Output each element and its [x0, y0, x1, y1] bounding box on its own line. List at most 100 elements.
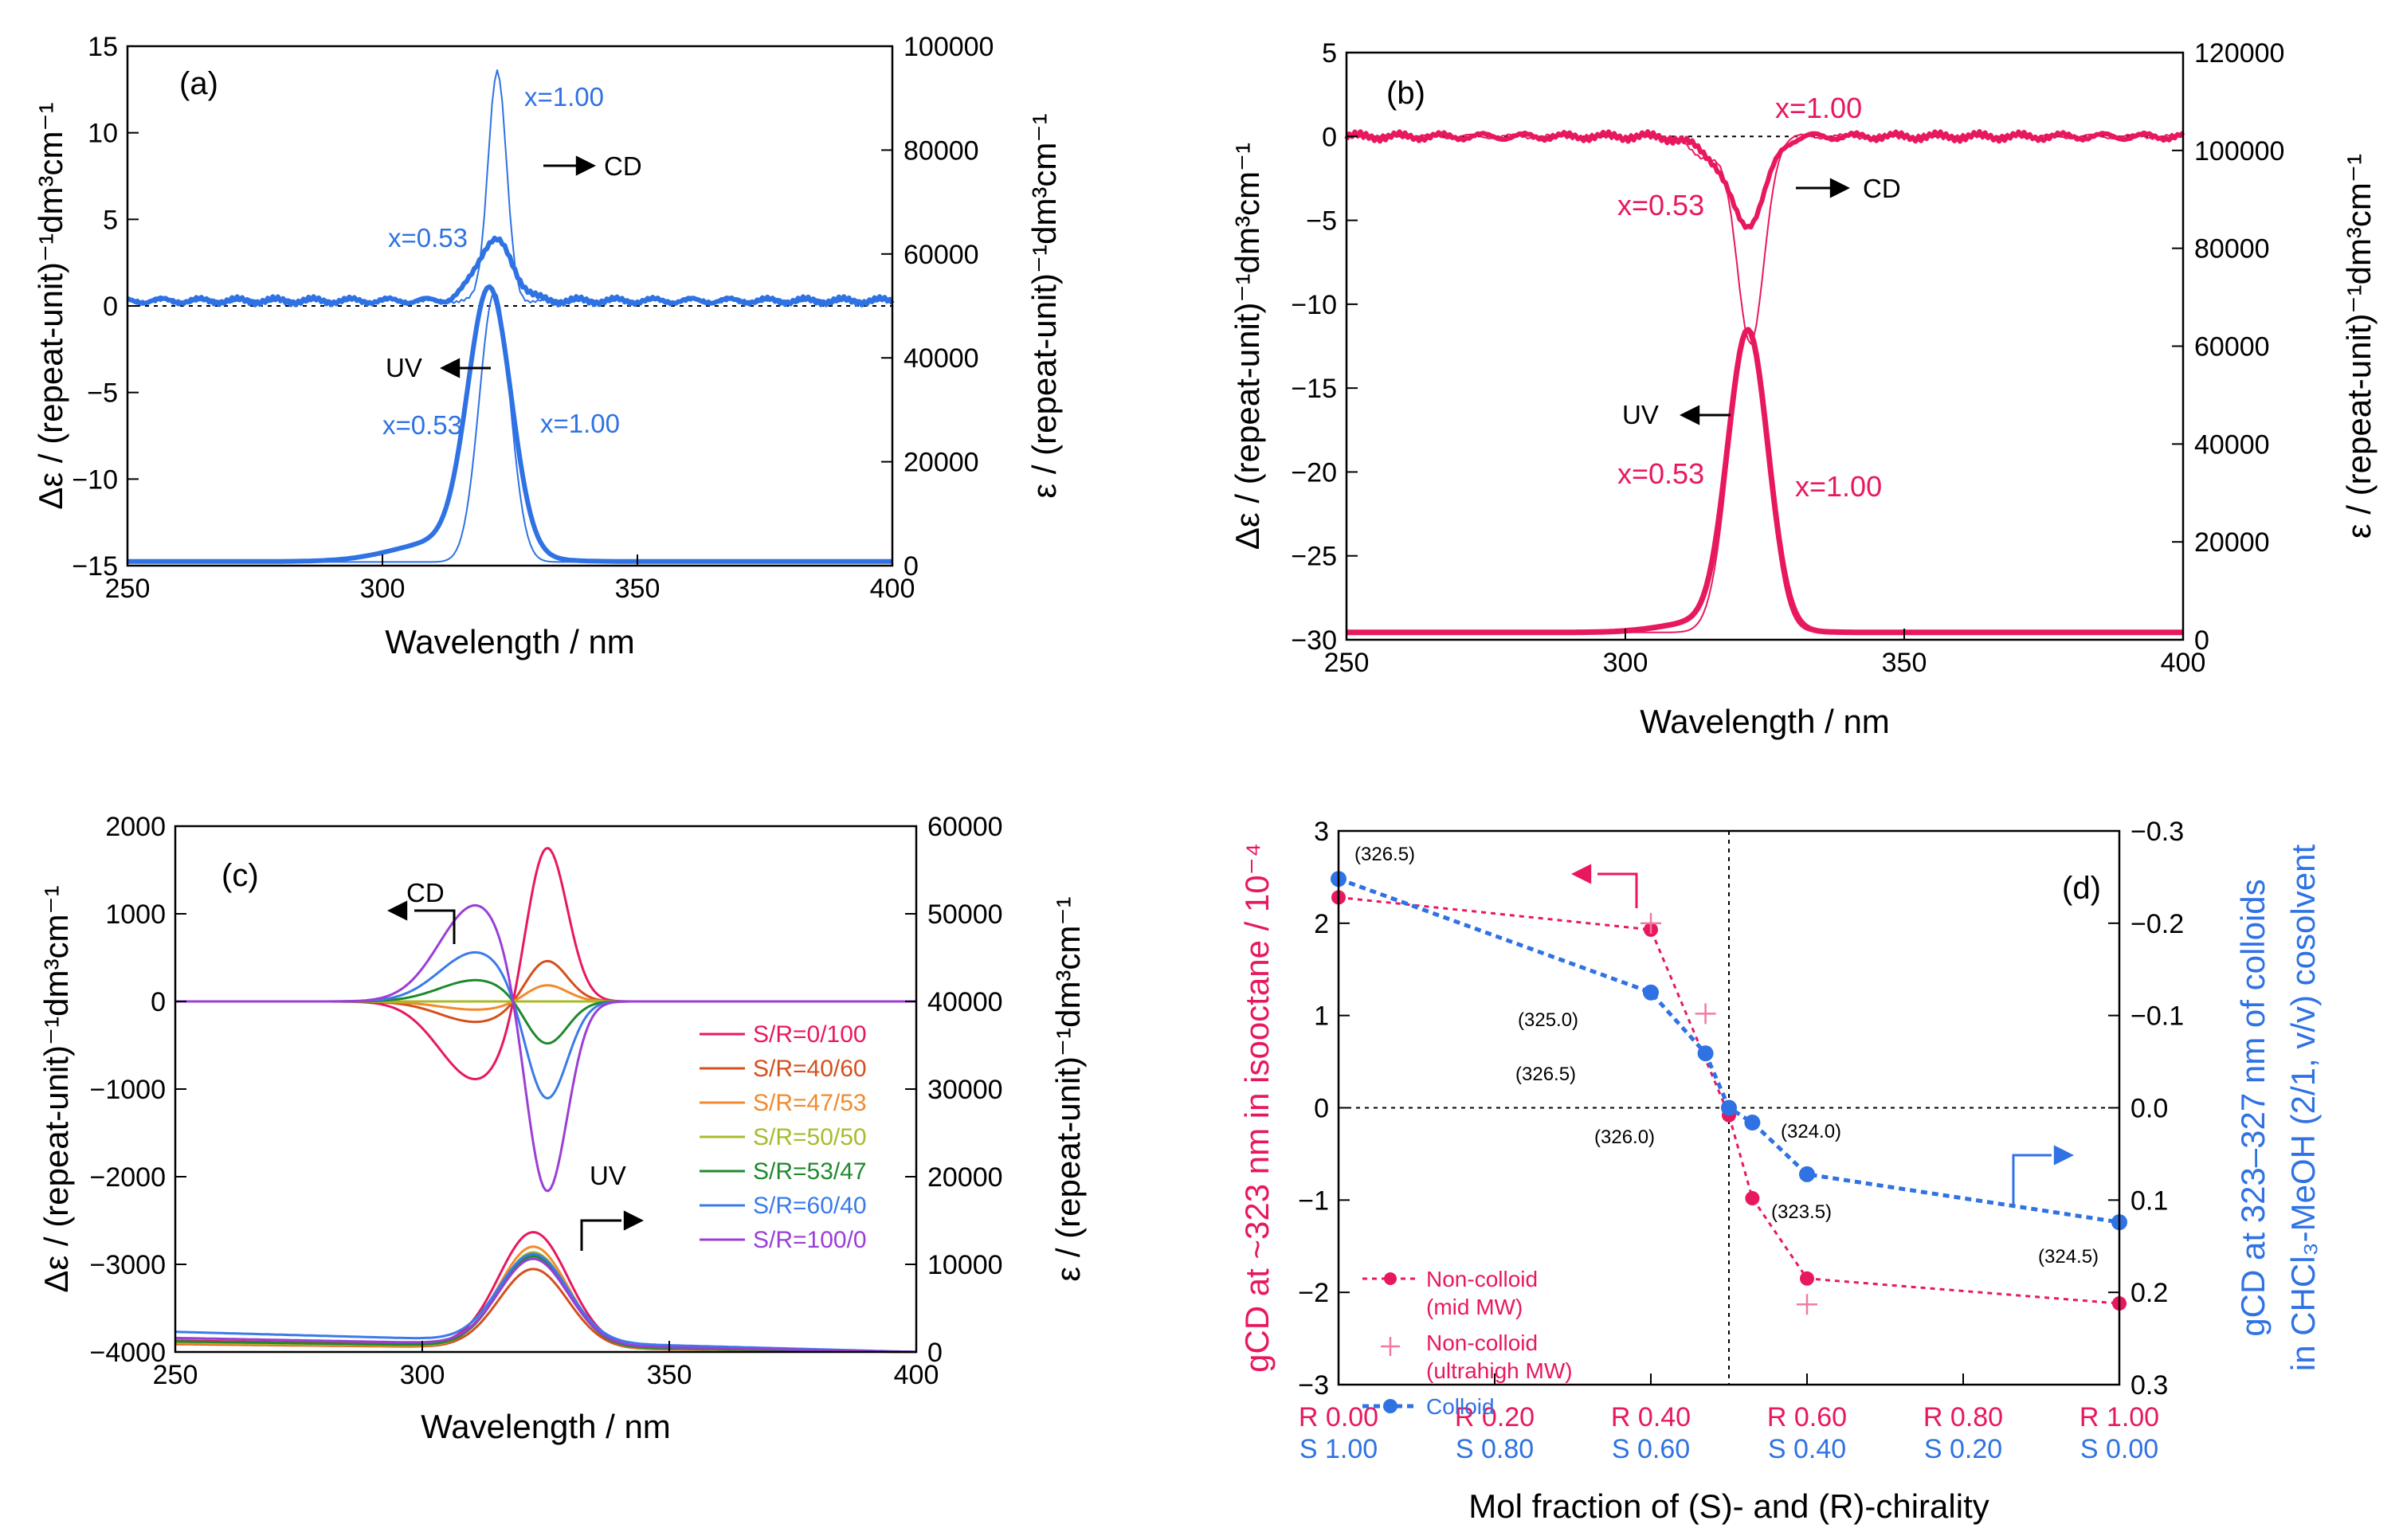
uv-series-line	[175, 1255, 916, 1354]
x-tick-label-r: R 1.00	[2080, 1402, 2159, 1432]
x-axis-label: Wavelength / nm	[1640, 703, 1890, 740]
noncolloid-arrow-shaft	[1597, 872, 1638, 908]
x-tick-label: 300	[1603, 648, 1648, 678]
y-tick-label: −2	[1298, 1278, 1329, 1308]
y2-tick-label: 0.1	[2130, 1185, 2168, 1216]
y-tick-label: −25	[1291, 542, 1337, 572]
uv-series-line	[127, 284, 892, 564]
x-tick-label-r: R 0.40	[1611, 1402, 1691, 1432]
y-axis-label: Δε / (repeat-unit)⁻¹dm³cm⁻¹	[1229, 143, 1266, 550]
uv-series-line	[1346, 328, 2183, 633]
y-tick-label: −10	[1291, 290, 1337, 320]
y-tick-label: 0	[1322, 122, 1337, 152]
noncolloid-mid-point	[1745, 1191, 1760, 1206]
cd-series-line	[175, 984, 916, 1011]
y-tick-label: 1	[1314, 1001, 1329, 1032]
legend-label: S/R=0/100	[753, 1021, 867, 1048]
annotation-cd-x053: x=0.53	[1617, 189, 1704, 221]
cd-series-line	[127, 69, 892, 304]
noncolloid-uhmw-point	[1640, 912, 1661, 934]
x-axis-label: Mol fraction of (S)- and (R)-chirality	[1468, 1487, 1989, 1525]
y2-tick-label: 40000	[927, 987, 1003, 1017]
y-tick-label: −15	[1291, 374, 1337, 404]
y2-tick-label: 60000	[927, 812, 1003, 842]
annotation-uv-x100: x=1.00	[540, 409, 620, 438]
y2-tick-label: 60000	[2194, 332, 2270, 362]
x-tick-label: 400	[894, 1360, 939, 1390]
y2-tick-label: 0.0	[2130, 1094, 2168, 1124]
y-tick-label: 2	[1314, 909, 1329, 939]
y2-tick-label: 60000	[904, 240, 979, 270]
y2-tick-label: 80000	[2194, 234, 2270, 265]
annotation-uv-x053: x=0.53	[1617, 457, 1704, 490]
legend-label: S/R=53/47	[753, 1158, 867, 1185]
y2-axis-label-line2: in CHCl₃-MeOH (2/1, v/v) cosolvent	[2284, 844, 2322, 1372]
annotation-cd-x100: x=1.00	[524, 82, 604, 112]
cd-series-line	[175, 959, 916, 1024]
legend-label: S/R=100/0	[753, 1227, 867, 1253]
annotation-uv-x100: x=1.00	[1795, 470, 1882, 503]
y2-axis-label: gCD at 323–327 nm of colloids	[2234, 879, 2272, 1336]
x-tick-label: 400	[2161, 648, 2206, 678]
panel-label: (c)	[221, 858, 259, 893]
colloid-point	[1744, 1115, 1761, 1131]
y-tick-label: 0	[1314, 1094, 1329, 1124]
uv-series-line	[174, 1252, 917, 1354]
y-tick-label: −1000	[90, 1075, 167, 1105]
y2-tick-label: 0.3	[2130, 1370, 2168, 1401]
x-tick-label: 250	[105, 574, 151, 604]
noncolloid-mid-line	[1338, 895, 2120, 1305]
x-axis-label: Wavelength / nm	[421, 1408, 671, 1445]
y2-tick-label: 100000	[904, 32, 994, 62]
y2-tick-label: 0	[904, 551, 919, 582]
annotation-uv-arrow-label: UV	[386, 353, 422, 382]
y2-tick-label: 10000	[927, 1250, 1003, 1280]
x-tick-label: 250	[153, 1360, 198, 1390]
legend-label: S/R=47/53	[753, 1090, 867, 1116]
cd-arrow-head	[387, 900, 408, 921]
y-tick-label: −2000	[90, 1162, 167, 1193]
cd-arrow-head	[575, 155, 596, 176]
x-tick-label-s: S 0.60	[1612, 1434, 1690, 1464]
point-label: (326.0)	[1594, 1127, 1655, 1148]
point-label: (324.5)	[2038, 1246, 2099, 1268]
uv-arrow-shaft	[580, 1219, 621, 1251]
annotation-uv-arrow-label: UV	[590, 1161, 626, 1190]
y2-tick-label: 0.2	[2130, 1278, 2168, 1308]
uv-series-line	[175, 1251, 916, 1354]
annotation-cd-arrow-label: CD	[604, 151, 642, 181]
legend-label: S/R=40/60	[753, 1056, 867, 1082]
y-tick-label: 10	[88, 119, 118, 149]
legend-marker	[1383, 1399, 1397, 1413]
y2-tick-label: 20000	[927, 1162, 1003, 1193]
y-axis-label: Δε / (repeat-unit)⁻¹dm³cm⁻¹	[32, 102, 69, 509]
y2-tick-label: −0.3	[2130, 817, 2184, 847]
legend-label: Colloid	[1426, 1394, 1495, 1419]
y2-tick-label: 30000	[927, 1075, 1003, 1105]
noncolloid-arrow-head	[1571, 864, 1592, 884]
x-tick-label-s: S 1.00	[1299, 1434, 1378, 1464]
x-tick-label: 350	[647, 1360, 692, 1390]
uv-series-line	[1346, 327, 2183, 636]
y-tick-label: −10	[72, 464, 118, 495]
point-label: (324.0)	[1781, 1121, 1841, 1142]
x-tick-label: 400	[870, 574, 915, 604]
panel-label: (d)	[2062, 871, 2101, 906]
y-tick-label: 5	[103, 205, 118, 235]
y-axis-label: gCD at ~323 nm in isooctane / 10⁻⁴	[1238, 843, 1276, 1373]
y-tick-label: −20	[1291, 457, 1337, 488]
x-tick-label-r: R 0.60	[1767, 1402, 1847, 1432]
x-tick-label-s: S 0.20	[1924, 1434, 2002, 1464]
y2-tick-label: 40000	[2194, 429, 2270, 460]
panel-c: 250 300 350 400200010000−1000−2000−3000−400…	[37, 812, 1087, 1445]
point-label: (326.5)	[1515, 1064, 1576, 1085]
cd-series-line	[175, 903, 916, 1193]
cd-arrow-head	[1829, 178, 1850, 198]
noncolloid-mid-point	[1800, 1271, 1814, 1286]
uv-arrow-head	[440, 358, 461, 378]
x-tick-label: 300	[400, 1360, 445, 1390]
x-tick-label-s: S 0.40	[1768, 1434, 1846, 1464]
panel-label: (b)	[1386, 76, 1425, 111]
legend-label: Non-colloid	[1426, 1267, 1538, 1291]
